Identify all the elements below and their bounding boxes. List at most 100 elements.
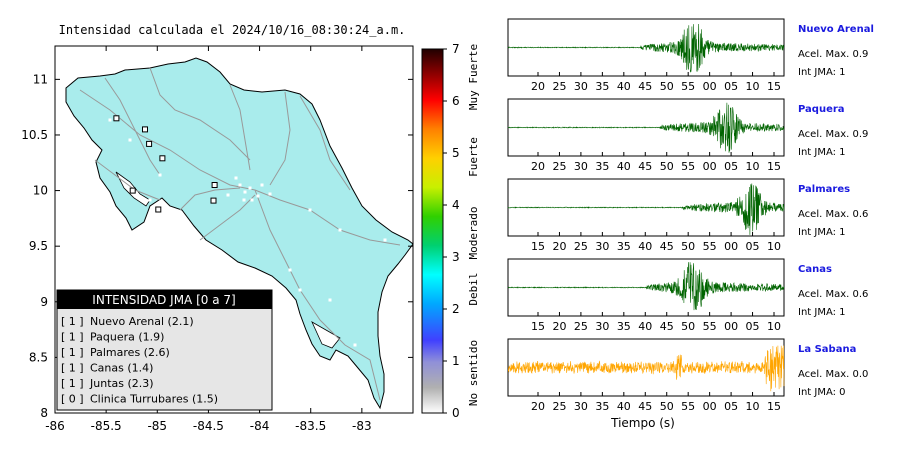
- wave-tick-label: 05: [724, 160, 738, 173]
- waveform-trace: [507, 345, 785, 392]
- colorbar-tick-label: 4: [452, 198, 460, 212]
- town-dot: [148, 198, 152, 202]
- wave-tick-label: 50: [660, 80, 674, 93]
- station-name: La Sabana: [798, 344, 856, 355]
- town-dot: [238, 183, 242, 187]
- road-line: [269, 91, 291, 186]
- y-tick-label: 8: [40, 406, 48, 420]
- wave-tick-label: 45: [638, 80, 652, 93]
- x-tick-label: -83: [352, 419, 372, 433]
- waveform-panel: 15 20 25 30 35 40 45 50 55 00 05 10 Palmares Acel. Ma…: [507, 178, 868, 253]
- wave-tick-label: 35: [595, 400, 609, 413]
- wave-tick-label: 55: [681, 80, 695, 93]
- colorbar-label: No sentido: [467, 340, 480, 406]
- station-jma: Int JMA: 1: [798, 67, 846, 78]
- land-outline: [65, 57, 414, 410]
- station-accel: Acel. Max. 0.9: [798, 49, 868, 60]
- legend-entry-name: Palmares (2.6): [90, 346, 170, 359]
- legend-entry-level: [ 0 ]: [61, 393, 84, 406]
- colorbar-tick-label: 3: [452, 250, 460, 264]
- legend-entry-level: [ 1 ]: [61, 315, 84, 328]
- station-marker: [129, 187, 136, 194]
- wave-tick-label: 55: [703, 320, 717, 333]
- colorbar-tick-label: 7: [452, 42, 460, 56]
- wave-tick-label: 10: [767, 240, 781, 253]
- town-dot: [260, 183, 264, 187]
- legend-entry-name: Clinica Turrubares (1.5): [90, 393, 218, 406]
- waveform-trace: [507, 262, 785, 311]
- colorbar-label: Fuerte: [467, 137, 480, 177]
- wave-tick-label: 25: [574, 240, 588, 253]
- road-line: [104, 77, 161, 176]
- intensity-legend-box: INTENSIDAD JMA [0 a 7] [ 1 ] Nuevo Arenal…: [56, 289, 273, 411]
- wave-tick-label: 15: [767, 80, 781, 93]
- wave-tick-label: 20: [531, 400, 545, 413]
- wave-tick-label: 05: [746, 240, 760, 253]
- legend-entry-name: Paquera (1.9): [90, 331, 164, 344]
- waveform-panel: 20 25 30 35 40 45 50 55 00 05 10 15 Paquera Acel. Max…: [507, 98, 868, 173]
- town-dot: [353, 343, 357, 347]
- y-tick-label: 10.5: [21, 128, 48, 142]
- waveform-trace: [507, 183, 785, 235]
- wave-tick-label: 30: [595, 240, 609, 253]
- wave-tick-label: 50: [660, 400, 674, 413]
- legend-entry-level: [ 1 ]: [61, 346, 84, 359]
- town-dot: [383, 238, 387, 242]
- station-jma: Int JMA: 1: [798, 147, 846, 158]
- colorbar-tick-label: 5: [452, 146, 460, 160]
- wave-tick-label: 50: [660, 160, 674, 173]
- town-dot: [226, 193, 230, 197]
- wave-tick-label: 15: [531, 320, 545, 333]
- waveform-panels: 20 25 30 35 40 45 50 55 00 05 10 15 Nuevo Arenal Acel…: [507, 18, 874, 430]
- road-line: [149, 67, 251, 161]
- wave-tick-label: 00: [724, 240, 738, 253]
- wave-tick-label: 40: [638, 240, 652, 253]
- x-tick-label: -85.5: [91, 419, 122, 433]
- waveform-panel: 15 20 25 30 35 40 45 50 55 00 05 10 Canas Acel. Max. …: [507, 258, 868, 333]
- y-tick-label: 11: [33, 72, 48, 86]
- wave-tick-label: 10: [767, 320, 781, 333]
- wave-tick-label: 15: [531, 240, 545, 253]
- road-line: [254, 189, 381, 401]
- station-marker: [210, 197, 217, 204]
- wave-tick-label: 10: [746, 160, 760, 173]
- wave-tick-label: 55: [681, 160, 695, 173]
- waveform-panel: 20 25 30 35 40 45 50 55 00 05 10 15 Nuevo Arenal Acel…: [507, 18, 874, 93]
- station-accel: Acel. Max. 0.0: [798, 369, 868, 380]
- wave-tick-label: 55: [703, 240, 717, 253]
- waveform-panel: 20 25 30 35 40 45 50 55 00 05 10 15 La Sabana Acel. M…: [507, 338, 868, 413]
- station-marker: [146, 140, 153, 147]
- legend-entry-level: [ 1 ]: [61, 377, 84, 390]
- wave-tick-label: 40: [638, 320, 652, 333]
- town-dot: [234, 176, 238, 180]
- y-tick-label: 9.5: [29, 239, 48, 253]
- legend-entry-level: [ 1 ]: [61, 362, 84, 375]
- station-jma: Int JMA: 1: [798, 307, 846, 318]
- station-marker: [113, 115, 120, 122]
- town-dot: [243, 190, 247, 194]
- station-name: Canas: [798, 264, 832, 275]
- wave-tick-label: 25: [552, 80, 566, 93]
- wave-tick-label: 15: [767, 400, 781, 413]
- town-dot: [288, 268, 292, 272]
- colorbar-label: Moderado: [467, 207, 480, 260]
- town-dot: [338, 228, 342, 232]
- wave-tick-label: 20: [552, 240, 566, 253]
- wave-tick-label: 30: [574, 80, 588, 93]
- road-line: [94, 159, 161, 201]
- wave-tick-label: 10: [746, 80, 760, 93]
- station-accel: Acel. Max. 0.9: [798, 129, 868, 140]
- wave-tick-label: 05: [724, 400, 738, 413]
- town-dot: [308, 208, 312, 212]
- map-title: Intensidad calculada el 2024/10/16_08:30…: [59, 23, 406, 37]
- wave-tick-label: 05: [724, 80, 738, 93]
- wave-tick-label: 35: [617, 240, 631, 253]
- wave-tick-label: 35: [595, 160, 609, 173]
- town-dot: [328, 298, 332, 302]
- wave-tick-label: 30: [574, 160, 588, 173]
- y-tick-label: 9: [40, 295, 48, 309]
- wave-tick-label: 20: [531, 160, 545, 173]
- road-line: [179, 187, 241, 211]
- station-marker: [155, 206, 162, 213]
- x-tick-label: -86: [45, 419, 65, 433]
